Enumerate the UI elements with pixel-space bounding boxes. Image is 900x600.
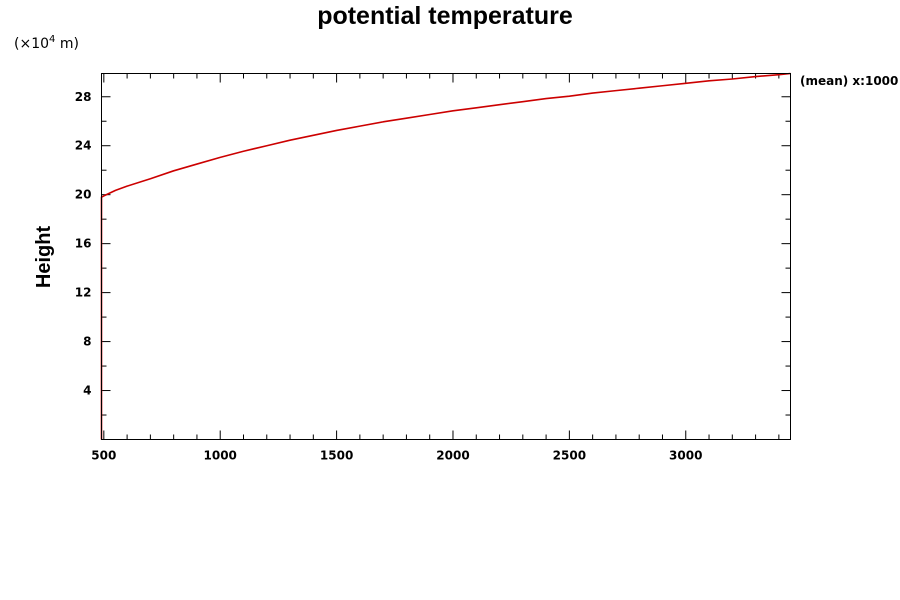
y-tick-label: 8: [83, 335, 91, 349]
y-tick-label: 4: [83, 384, 91, 398]
x-tick-label: 1000: [204, 449, 237, 463]
x-tick-labels: 500 1000 1500 2000 2500 3000: [91, 449, 702, 463]
axis-ticks: [101, 73, 791, 440]
y-tick-label: 16: [75, 237, 92, 251]
y-tick-label: 28: [75, 90, 92, 104]
y-tick-labels: 4 8 12 16 20 24 28: [75, 90, 92, 398]
y-tick-label: 20: [75, 188, 92, 202]
y-axis-label: Height: [33, 226, 55, 289]
x-tick-label: 1500: [320, 449, 353, 463]
series-line: [100, 72, 791, 440]
y-tick-label: 24: [75, 139, 92, 153]
y-tick-label: 12: [75, 286, 92, 300]
x-tick-label: 3000: [669, 449, 702, 463]
x-tick-label: 2000: [436, 449, 469, 463]
y-unit-label: (×104 m): [14, 34, 79, 52]
x-tick-label: 2500: [553, 449, 586, 463]
plot-frame: [101, 73, 791, 440]
mean-annotation: (mean) x:1000: [800, 74, 898, 88]
y-unit-exponent: 4: [49, 34, 55, 45]
chart-title: potential temperature: [317, 2, 573, 30]
x-tick-label: 500: [91, 449, 116, 463]
series-group: [100, 72, 791, 440]
y-unit-prefix: (×10: [14, 36, 49, 52]
y-unit-suffix: m): [55, 36, 79, 52]
